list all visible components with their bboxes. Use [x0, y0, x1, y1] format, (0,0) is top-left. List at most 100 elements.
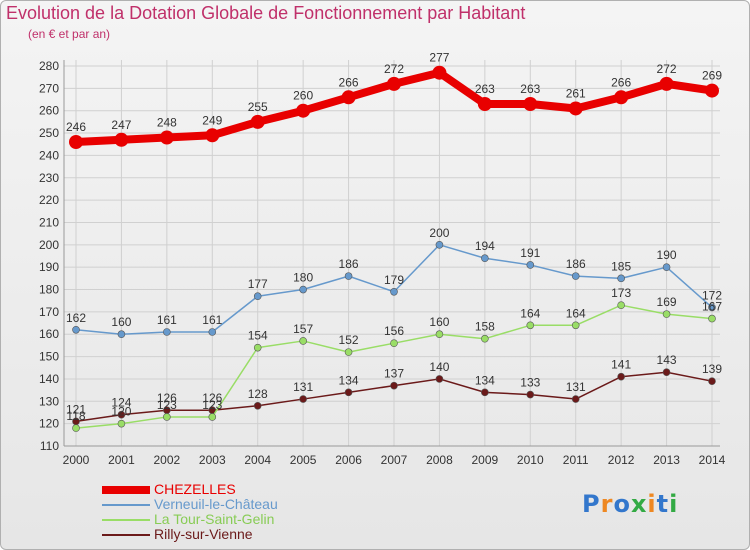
data-point [390, 381, 398, 390]
proxiti-logo: Proxiti [582, 490, 678, 518]
data-label: 140 [429, 360, 449, 374]
data-label: 161 [157, 313, 177, 327]
data-label: 126 [157, 391, 177, 405]
data-point [114, 132, 129, 147]
data-point [387, 76, 401, 91]
data-point [481, 334, 489, 343]
data-point [571, 321, 580, 330]
data-label: 152 [339, 333, 359, 347]
data-label: 180 [293, 271, 313, 285]
grid [64, 60, 720, 447]
logo-letter: P [582, 490, 601, 518]
data-label: 134 [339, 373, 359, 387]
data-label: 118 [66, 409, 85, 423]
data-point [163, 328, 171, 336]
data-label: 185 [611, 259, 631, 273]
data-point [435, 330, 444, 339]
axes: 110 120 130 140 150 160 170 180 190 200 210 220 230 2… [39, 59, 726, 467]
legend-label: La Tour-Saint-Gelin [154, 511, 275, 527]
data-label: 124 [111, 396, 131, 410]
data-label: 247 [111, 118, 131, 132]
x-tick-label: 2006 [335, 453, 362, 467]
data-label: 277 [429, 51, 449, 65]
data-point [477, 97, 492, 111]
x-tick-label: 2000 [63, 453, 90, 467]
data-label: 269 [702, 69, 722, 83]
data-label: 246 [66, 120, 86, 134]
data-point [708, 303, 716, 312]
data-label: 249 [202, 113, 222, 127]
series [69, 65, 719, 432]
data-point [344, 388, 353, 397]
data-label: 263 [520, 82, 540, 96]
data-point [344, 348, 353, 356]
x-tick-label: 2012 [608, 453, 635, 467]
y-tick-label: 190 [39, 260, 59, 274]
data-label: 133 [520, 376, 540, 390]
data-label: 186 [566, 257, 586, 271]
data-point [705, 83, 719, 98]
chart-title: Evolution de la Dotation Globale de Fonc… [6, 3, 526, 23]
y-tick-label: 180 [39, 283, 59, 297]
chart-subtitle: (en € et par an) [28, 27, 111, 41]
data-label: 128 [248, 387, 268, 401]
data-labels: 121 124 126 126 128 131 134 137 140 134 133 131 141 1… [66, 51, 722, 423]
data-label: 154 [248, 329, 268, 343]
y-tick-label: 140 [39, 372, 59, 386]
data-point [435, 375, 444, 383]
data-label: 164 [520, 306, 540, 320]
data-label: 272 [657, 62, 677, 76]
data-point [708, 314, 716, 323]
data-label: 160 [429, 315, 449, 329]
x-tick-label: 2004 [244, 453, 271, 467]
data-point [163, 413, 171, 421]
data-label: 120 [111, 405, 131, 419]
data-point [432, 65, 447, 80]
legend-label: CHEZELLES [154, 481, 236, 497]
data-point [205, 128, 220, 143]
data-point [617, 372, 625, 381]
y-tick-label: 200 [39, 238, 59, 252]
x-tick-label: 2007 [381, 453, 408, 467]
y-tick-label: 250 [39, 126, 59, 140]
y-tick-label: 230 [39, 171, 59, 185]
data-point [526, 261, 535, 269]
data-point [72, 424, 80, 432]
data-label: 157 [293, 322, 313, 336]
legend-swatch [102, 486, 150, 494]
data-label: 126 [202, 391, 222, 405]
logo-letter: i [669, 490, 679, 518]
data-point [296, 103, 311, 118]
data-label: 143 [657, 353, 677, 367]
data-point [117, 419, 126, 428]
data-point [659, 76, 674, 91]
data-point [253, 343, 262, 352]
data-label: 190 [657, 248, 677, 262]
data-label: 158 [475, 320, 495, 334]
x-tick-label: 2010 [517, 453, 544, 467]
data-point [571, 395, 580, 403]
data-point [344, 272, 353, 280]
data-point [208, 413, 217, 421]
data-point [617, 274, 625, 283]
data-label: 191 [520, 246, 540, 260]
y-tick-label: 280 [39, 59, 59, 73]
y-tick-label: 240 [39, 148, 59, 162]
data-label: 131 [566, 380, 586, 394]
data-point [117, 330, 126, 339]
data-point [523, 97, 538, 111]
data-label: 121 [66, 402, 86, 416]
x-tick-label: 2003 [199, 453, 226, 467]
legend-swatch [102, 519, 150, 521]
data-point [526, 390, 535, 399]
data-point [299, 285, 307, 294]
data-label: 139 [702, 362, 722, 376]
data-point [662, 310, 671, 318]
data-point [253, 401, 262, 410]
data-label: 167 [702, 300, 722, 314]
data-point [617, 301, 625, 309]
x-tick-label: 2009 [472, 453, 499, 467]
data-label: 200 [429, 226, 449, 240]
x-tick-label: 2011 [563, 453, 589, 467]
